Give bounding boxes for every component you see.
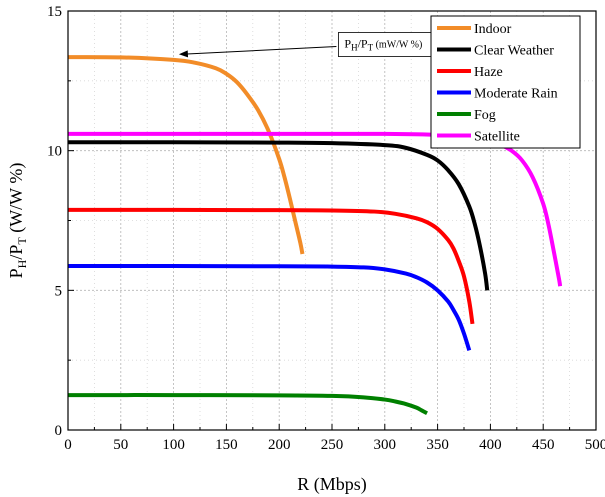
x-tick-label: 500: [585, 437, 605, 453]
y-tick-label: 0: [55, 423, 63, 439]
legend-label-fog: Fog: [474, 108, 496, 123]
axis-ticks: 0 50 100 150 200 250 300 350 400 450 500 0 5 10 15: [47, 4, 605, 453]
x-tick-label: 400: [479, 437, 502, 453]
legend-label-indoor: Indoor: [474, 22, 512, 37]
x-tick-label: 300: [374, 437, 397, 453]
annotation-text: PH/PT (mW/W %): [344, 37, 422, 53]
x-tick-label: 0: [64, 437, 72, 453]
y-label-sub2: T: [15, 237, 29, 245]
y-tick-label: 5: [55, 283, 63, 299]
legend-box: [430, 15, 581, 149]
series-line-haze: [67, 207, 475, 325]
anno-sub2: T: [368, 43, 374, 53]
x-tick-label: 350: [426, 437, 449, 453]
x-tick-label: 200: [268, 437, 291, 453]
series-line-clear-weather: [67, 140, 490, 291]
legend-label-haze: Haze: [474, 65, 503, 80]
y-label-unit: (W/W %): [6, 163, 27, 238]
x-tick-label: 100: [162, 437, 185, 453]
y-label-mid: /P: [6, 245, 26, 260]
y-tick-label: 15: [47, 4, 62, 20]
x-tick-label: 250: [321, 437, 344, 453]
y-tick-label: 10: [47, 144, 62, 160]
x-tick-label: 150: [215, 437, 238, 453]
anno-sub1: H: [351, 43, 358, 53]
series-group: [67, 55, 563, 416]
series-line-fog: [67, 393, 428, 416]
annotation-arrow-head: [178, 50, 189, 58]
x-tick-label: 50: [113, 437, 128, 453]
anno-mid: /P: [358, 37, 368, 51]
legend-label-clear-weather: Clear Weather: [474, 44, 554, 59]
y-axis-label: PH/PT (W/W %): [6, 163, 29, 279]
series-line-moderate-rain: [67, 264, 472, 351]
annotation-arrow-line: [186, 46, 337, 55]
legend-label-satellite: Satellite: [474, 130, 520, 145]
legend: Indoor Clear Weather Haze Moderate Rain Fog S…: [430, 15, 581, 149]
y-label-main: P: [6, 268, 26, 278]
y-label-sub1: H: [15, 259, 29, 268]
x-axis-label: R (Mbps): [297, 474, 367, 495]
anno-unit: (mW/W %): [373, 40, 422, 51]
legend-label-moderate-rain: Moderate Rain: [474, 87, 558, 102]
x-tick-label: 450: [532, 437, 555, 453]
anno-main: P: [344, 37, 351, 51]
